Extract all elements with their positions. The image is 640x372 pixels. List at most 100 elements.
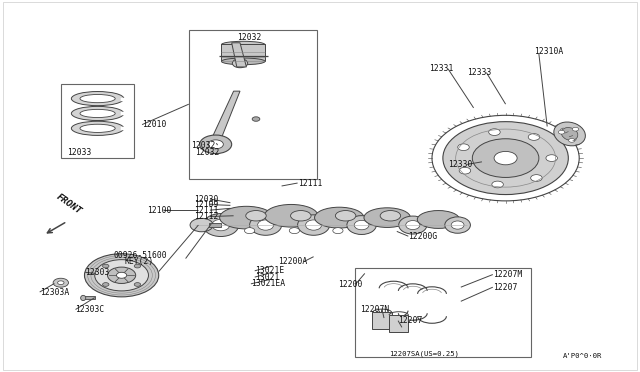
Ellipse shape [71, 92, 124, 106]
Ellipse shape [71, 106, 124, 121]
Ellipse shape [250, 215, 282, 235]
Circle shape [232, 59, 248, 68]
Text: 12207: 12207 [398, 316, 422, 325]
Text: 12200A: 12200A [278, 257, 308, 266]
Text: 12200: 12200 [338, 280, 362, 289]
Ellipse shape [335, 211, 356, 221]
Circle shape [252, 117, 260, 121]
Ellipse shape [71, 121, 124, 135]
Text: 12033: 12033 [67, 148, 92, 157]
Circle shape [568, 138, 575, 142]
Circle shape [53, 278, 68, 287]
Text: 12303A: 12303A [40, 288, 69, 296]
Ellipse shape [291, 211, 311, 221]
Text: 12333: 12333 [467, 68, 492, 77]
Bar [189, 30, 317, 179]
Circle shape [102, 264, 109, 268]
Text: 12010: 12010 [142, 120, 166, 129]
Ellipse shape [380, 211, 401, 221]
Circle shape [95, 260, 148, 291]
Circle shape [244, 228, 255, 234]
Text: KEY(2): KEY(2) [125, 257, 154, 266]
Bar [221, 44, 265, 61]
Text: 12331: 12331 [429, 64, 453, 73]
Ellipse shape [80, 109, 115, 118]
Ellipse shape [364, 208, 410, 227]
Circle shape [58, 281, 64, 285]
Circle shape [494, 151, 517, 165]
Ellipse shape [221, 58, 265, 65]
Circle shape [528, 134, 540, 140]
Circle shape [134, 283, 141, 286]
Circle shape [102, 283, 109, 286]
Ellipse shape [257, 220, 274, 230]
Circle shape [489, 129, 500, 135]
Ellipse shape [298, 215, 330, 235]
Text: 12032: 12032 [195, 148, 220, 157]
Bar [83, 296, 95, 299]
Ellipse shape [406, 221, 420, 230]
Ellipse shape [347, 216, 376, 234]
Circle shape [108, 267, 136, 283]
Ellipse shape [451, 221, 464, 229]
Circle shape [572, 127, 579, 131]
Circle shape [116, 272, 127, 278]
Bar [372, 312, 392, 329]
Circle shape [458, 144, 469, 151]
Ellipse shape [203, 214, 239, 237]
Text: FRONT: FRONT [54, 193, 83, 217]
Polygon shape [232, 43, 246, 67]
Text: 12207N: 12207N [360, 305, 390, 314]
Circle shape [134, 264, 141, 268]
Text: 12100: 12100 [147, 206, 172, 215]
Circle shape [333, 228, 343, 234]
Text: 12207M: 12207M [493, 270, 522, 279]
Circle shape [492, 181, 503, 188]
Text: 12111: 12111 [194, 206, 218, 215]
Circle shape [558, 130, 564, 134]
Ellipse shape [246, 211, 266, 221]
Text: 12330: 12330 [448, 160, 472, 169]
Text: 12200G: 12200G [408, 232, 438, 241]
Ellipse shape [355, 220, 369, 230]
Polygon shape [211, 91, 240, 140]
Text: 12310A: 12310A [534, 47, 564, 56]
Circle shape [443, 122, 568, 195]
Bar [355, 268, 531, 357]
Text: 12032: 12032 [191, 141, 215, 150]
Text: 12207SA(US=0.25): 12207SA(US=0.25) [389, 351, 459, 357]
Circle shape [200, 135, 232, 154]
Circle shape [289, 228, 300, 234]
Circle shape [472, 139, 539, 177]
Ellipse shape [81, 295, 86, 301]
Ellipse shape [221, 41, 265, 48]
Text: 12112: 12112 [194, 212, 218, 221]
Ellipse shape [220, 206, 273, 229]
Ellipse shape [561, 128, 578, 140]
Bar [61, 84, 134, 158]
Ellipse shape [80, 94, 115, 103]
Ellipse shape [264, 205, 318, 227]
Text: 12109: 12109 [194, 200, 218, 209]
Text: 12111: 12111 [298, 179, 322, 187]
Ellipse shape [212, 219, 230, 231]
Bar [209, 223, 221, 227]
Text: 12032: 12032 [237, 33, 261, 42]
Text: 13021: 13021 [255, 273, 279, 282]
Text: 12303: 12303 [85, 268, 109, 277]
Bar [389, 315, 408, 332]
Ellipse shape [306, 220, 322, 230]
Circle shape [84, 254, 159, 297]
Circle shape [459, 167, 470, 174]
Circle shape [208, 140, 223, 149]
Circle shape [190, 218, 213, 232]
Text: 12207: 12207 [493, 283, 517, 292]
Text: 13021EA: 13021EA [251, 279, 285, 288]
Ellipse shape [445, 217, 470, 233]
Ellipse shape [417, 211, 460, 228]
Text: 00926-51600: 00926-51600 [114, 251, 168, 260]
Circle shape [531, 175, 542, 182]
Text: 12030: 12030 [194, 195, 218, 203]
Ellipse shape [554, 122, 586, 146]
Ellipse shape [80, 124, 115, 132]
